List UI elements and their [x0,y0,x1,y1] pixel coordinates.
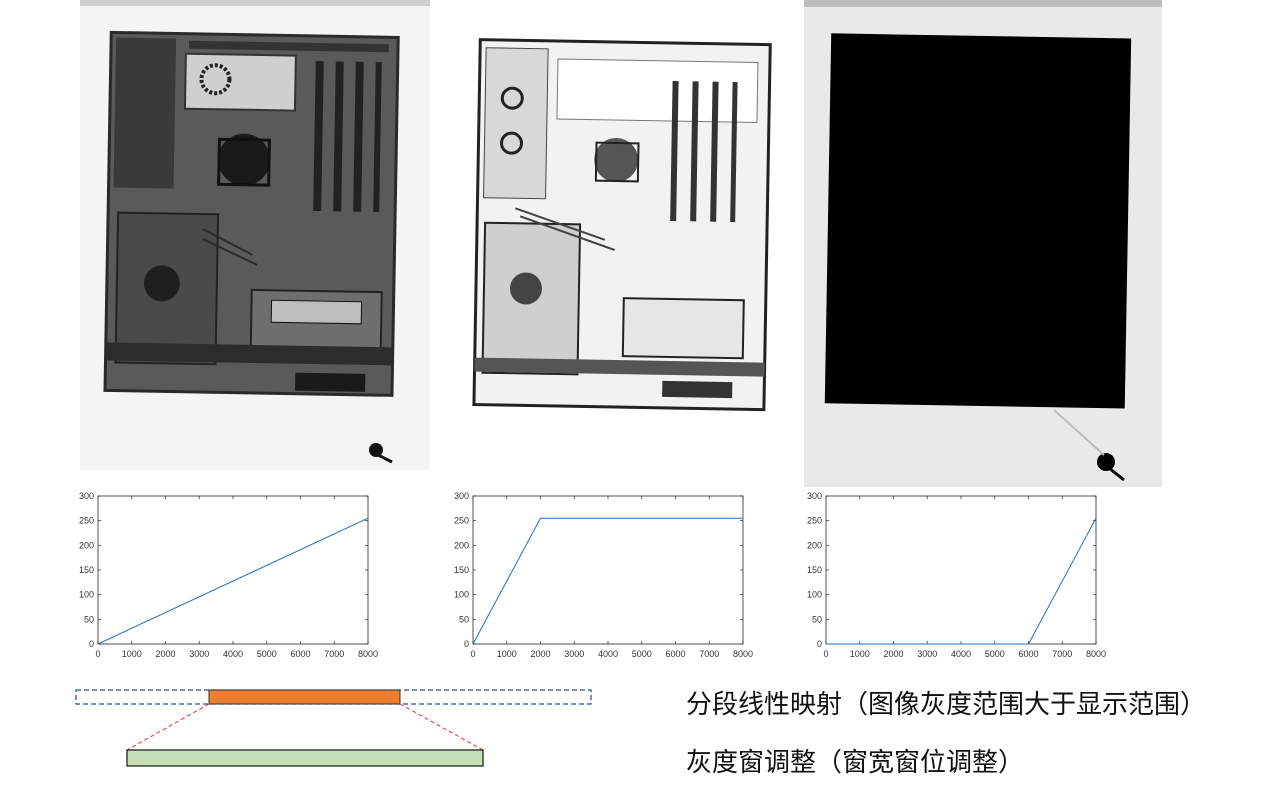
x-tick-label: 7000 [699,649,719,659]
x-tick-label: 8000 [358,649,378,659]
window-mapping-diagram [70,680,610,780]
xray-image-window-high [804,0,1162,487]
y-tick-label: 150 [454,565,469,575]
y-tick-label: 200 [807,540,822,550]
x-tick-label: 0 [823,649,828,659]
x-tick-label: 2000 [530,649,550,659]
x-tick-label: 3000 [564,649,584,659]
y-tick-label: 0 [817,639,822,649]
x-tick-label: 2000 [883,649,903,659]
y-tick-label: 0 [464,639,469,649]
y-tick-label: 100 [79,590,94,600]
y-tick-label: 100 [807,590,822,600]
x-tick-label: 4000 [598,649,618,659]
y-tick-label: 150 [79,565,94,575]
y-tick-label: 50 [812,614,822,624]
xray-image-linear [80,0,430,470]
chart-svg: 0 1000 2000 3000 4000 5000 6000 7000 8000 0 50 100 1… [807,491,1106,659]
mapping-line [472,517,743,645]
x-tick-label: 4000 [951,649,971,659]
window-range-bar [208,689,401,705]
x-tick-label: 1000 [850,649,870,659]
x-tick-label: 6000 [665,649,685,659]
x-tick-label: 3000 [189,649,209,659]
caption-piecewise-linear-mapping: 分段线性映射（图像灰度范围大于显示范围） [686,690,1207,720]
y-tick-label: 200 [79,540,94,550]
x-tick-label: 0 [470,649,475,659]
x-tick-label: 5000 [257,649,277,659]
plot-frame [97,495,369,645]
xray-image-window-low [455,20,775,435]
y-tick-label: 250 [454,516,469,526]
mapping-line [97,517,369,645]
chart-svg: 0 1000 2000 3000 4000 5000 6000 7000 8000 0 50 100 1… [454,491,753,659]
x-tick-label: 1000 [497,649,517,659]
mapping-line [826,517,1097,645]
x-tick-label: 1000 [122,649,142,659]
x-tick-label: 4000 [223,649,243,659]
x-tick-label: 0 [95,649,100,659]
y-tick-label: 50 [459,614,469,624]
x-tick-label: 3000 [917,649,937,659]
y-tick-label: 200 [454,540,469,550]
y-tick-label: 250 [807,516,822,526]
mapping-chart-window-low: 0 1000 2000 3000 4000 5000 6000 7000 8000 0 50 100 1… [450,487,755,662]
connector-left [126,703,210,751]
x-tick-label: 7000 [1052,649,1072,659]
y-tick-label: 0 [89,639,94,649]
y-tick-label: 100 [454,590,469,600]
y-tick-label: 150 [807,565,822,575]
y-tick-label: 50 [84,614,94,624]
x-tick-label: 6000 [1018,649,1038,659]
x-tick-label: 8000 [1086,649,1106,659]
y-tick-label: 300 [79,491,94,501]
x-tick-label: 6000 [290,649,310,659]
y-tick-label: 250 [79,516,94,526]
chart-svg: 0 1000 2000 3000 4000 5000 6000 7000 8000 0 50 100 1… [79,491,378,659]
x-tick-label: 2000 [155,649,175,659]
plot-frame [825,495,1097,645]
caption-window-adjustment: 灰度窗调整（窗宽窗位调整） [686,748,1025,778]
mapping-chart-linear: 0 1000 2000 3000 4000 5000 6000 7000 8000 0 50 100 1… [75,487,380,662]
x-tick-label: 5000 [632,649,652,659]
x-tick-label: 8000 [733,649,753,659]
x-tick-label: 5000 [985,649,1005,659]
display-range-bar [126,749,484,767]
mapping-chart-window-high: 0 1000 2000 3000 4000 5000 6000 7000 8000 0 50 100 1… [803,487,1108,662]
connector-right [399,703,484,751]
y-tick-label: 300 [454,491,469,501]
y-tick-label: 300 [807,491,822,501]
x-tick-label: 7000 [324,649,344,659]
